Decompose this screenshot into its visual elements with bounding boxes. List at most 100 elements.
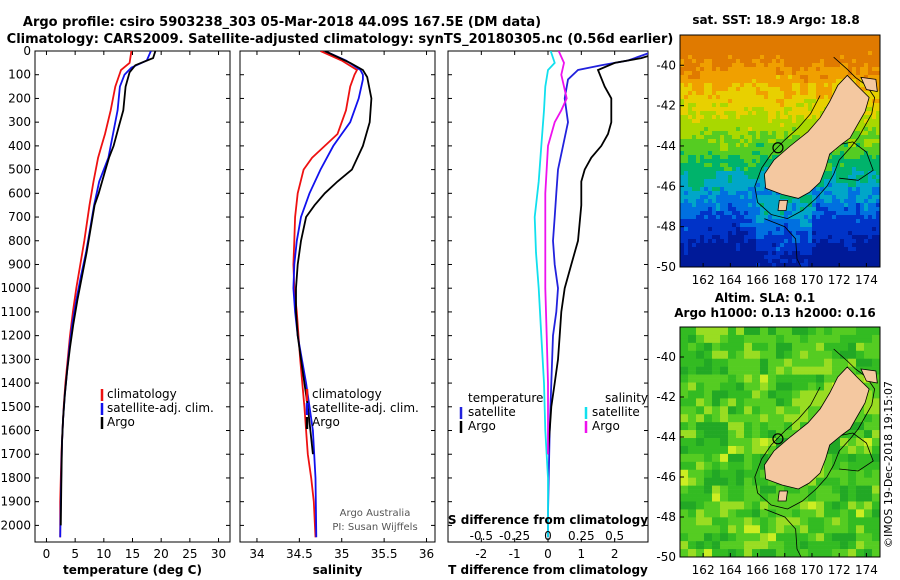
y-tick-label: -42 [656,390,676,404]
secondary-tick-label: 0.25 [568,529,595,543]
difference-profile-chart: -2 -1 0 1 2 T difference from climatology S di… [447,50,649,577]
north-island-land [860,76,878,92]
plot-frame [447,50,649,543]
y-tick-label: 1200 [0,329,31,343]
legend-label: satellite [592,405,640,419]
y-tick-label: 1000 [0,281,31,295]
x-tick-label: 34 [249,547,264,561]
series-line-argo [295,51,373,455]
y-tick-label: 900 [8,257,31,271]
legend-label: climatology [107,387,177,401]
y-tick-label: 1400 [0,376,31,390]
map-field [680,327,880,557]
legend-label: Argo [312,415,340,429]
stewart-island-land [777,199,788,211]
y-tick-label: -50 [656,550,676,564]
plot-frame [34,50,231,543]
x-tick-label: 172 [828,273,851,287]
y-tick-label: 200 [8,91,31,105]
y-tick-label: 300 [8,115,31,129]
map-frame [679,34,881,268]
x-axis-label: T difference from climatology [448,563,648,577]
plot-frame [239,50,436,543]
x-tick-label: 172 [828,563,851,577]
y-tick-label: 400 [8,139,31,153]
y-tick-label: 1700 [0,447,31,461]
y-tick-label: 1600 [0,424,31,438]
series-group [59,51,157,538]
legend-label: satellite [468,405,516,419]
x-tick-label: -1 [509,547,521,561]
y-tick-label: 1100 [0,305,31,319]
x-tick-label: 1 [578,547,586,561]
x-tick-label: 34.5 [286,547,313,561]
south-island-land [763,74,870,199]
x-tick-label: 30 [211,547,226,561]
x-tick-label: 162 [692,273,715,287]
legend-header: temperature [468,391,543,405]
y-tick-label: 1300 [0,352,31,366]
x-tick-label: 166 [746,563,769,577]
sla-map-subtitle: Argo h1000: 0.13 h2000: 0.16 [674,306,875,320]
y-tick-label: 700 [8,210,31,224]
series-line-argo [544,51,568,455]
y-tick-label: 0 [23,44,31,58]
y-tick-label: -48 [656,220,676,234]
secondary-tick-label: -0.5 [470,529,493,543]
y-tick-label: 1500 [0,400,31,414]
x-tick-label: 166 [746,273,769,287]
y-tick-label: 800 [8,234,31,248]
north-island-land [860,368,878,384]
map-field [680,35,880,267]
figure-title-line2: Climatology: CARS2009. Satellite-adjuste… [7,32,674,47]
x-axis-label: salinity [313,563,363,577]
y-tick-label: -42 [656,99,676,113]
credit-pi: PI: Susan Wijffels [332,522,417,533]
x-tick-label: 0 [43,547,51,561]
y-tick-label: -40 [656,350,676,364]
x-tick-label: 164 [719,273,742,287]
series-line-climatology [292,51,359,538]
legend-label: Argo [592,419,620,433]
x-tick-label: 168 [773,273,796,287]
argo-float-marker [772,142,784,154]
credit-institution: Argo Australia [340,508,411,519]
y-tick-label: 2000 [0,518,31,532]
bathymetry-contour [754,348,876,510]
sst-map-title: sat. SST: 18.9 Argo: 18.8 [692,13,859,27]
south-island-land [763,366,870,490]
y-tick-label: 500 [8,163,31,177]
series-line-satellite [533,51,556,538]
legend-header: salinity [605,391,648,405]
series-line-argo [59,51,157,526]
x-tick-label: 168 [773,563,796,577]
y-tick-label: -44 [656,139,676,153]
x-tick-label: 170 [801,273,824,287]
legend-label: Argo [107,415,135,429]
x-axis-label: temperature (deg C) [63,563,202,577]
y-tick-label: -44 [656,430,676,444]
secondary-axis-label: S difference from climatology [448,513,648,527]
x-tick-label: 2 [611,547,619,561]
temperature-profile-chart: 0100200300400500600700800900100011001200… [0,44,231,577]
y-tick-label: 100 [8,68,31,82]
y-tick-label: -40 [656,58,676,72]
x-tick-label: 162 [692,563,715,577]
x-tick-label: 20 [154,547,169,561]
y-tick-label: -48 [656,510,676,524]
x-tick-label: 174 [855,563,878,577]
x-tick-label: 35 [334,547,349,561]
bathymetry-contour [754,56,876,220]
series-line-argo [547,55,648,455]
imos-watermark: ©IMOS 19-Dec-2018 19:15:07 [882,381,895,548]
map-frame [679,326,881,558]
figure-title-line1: Argo profile: csiro 5903238_303 05-Mar-2… [23,15,541,30]
bathymetry-contour [832,432,874,472]
x-tick-label: 15 [125,547,140,561]
x-tick-label: -2 [475,547,487,561]
x-tick-label: 0 [544,547,552,561]
series-group [533,51,648,538]
legend-label: Argo [468,419,496,433]
secondary-tick-label: 0.5 [605,529,624,543]
